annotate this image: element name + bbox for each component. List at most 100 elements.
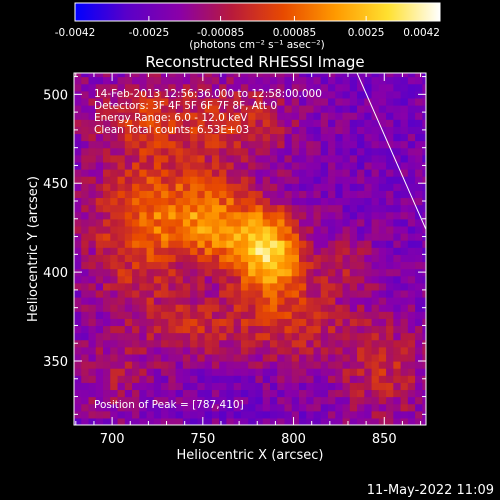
heatmap-pixel <box>204 197 213 206</box>
heatmap-pixel <box>233 382 242 391</box>
heatmap-pixel <box>386 396 394 405</box>
heatmap-pixel <box>233 361 242 369</box>
heatmap-pixel <box>95 346 104 355</box>
heatmap-pixel <box>124 297 133 305</box>
heatmap-pixel <box>415 403 423 412</box>
heatmap-pixel <box>197 247 206 255</box>
heatmap-pixel <box>117 73 126 78</box>
heatmap-pixel <box>407 211 416 220</box>
heatmap-pixel <box>219 311 228 319</box>
heatmap-pixel <box>81 247 90 255</box>
heatmap-pixel <box>132 332 140 341</box>
heatmap-pixel <box>153 97 162 106</box>
heatmap-pixel <box>182 346 191 355</box>
heatmap-pixel <box>233 126 242 135</box>
heatmap-pixel <box>182 183 191 191</box>
heatmap-pixel <box>386 261 394 270</box>
heatmap-pixel <box>306 161 315 170</box>
heatmap-pixel <box>422 396 426 405</box>
heatmap-pixel <box>182 83 191 92</box>
heatmap-pixel <box>400 410 409 419</box>
heatmap-pixel <box>248 233 257 241</box>
heatmap-pixel <box>74 346 82 355</box>
heatmap-pixel <box>204 90 213 99</box>
heatmap-pixel <box>81 275 90 284</box>
heatmap-pixel <box>117 396 126 405</box>
heatmap-pixel <box>335 353 344 362</box>
heatmap-pixel <box>306 346 315 355</box>
heatmap-pixel <box>298 76 307 85</box>
heatmap-pixel <box>415 318 423 327</box>
heatmap-pixel <box>291 140 300 149</box>
heatmap-pixel <box>175 126 184 135</box>
heatmap-pixel <box>407 396 416 405</box>
heatmap-pixel <box>103 183 111 191</box>
heatmap-pixel <box>168 240 177 248</box>
heatmap-pixel <box>277 105 286 113</box>
heatmap-pixel <box>132 211 140 220</box>
heatmap-pixel <box>233 410 242 419</box>
heatmap-pixel <box>255 325 264 334</box>
heatmap-pixel <box>240 304 249 312</box>
heatmap-pixel <box>204 297 213 305</box>
heatmap-pixel <box>204 410 213 419</box>
heatmap-pixel <box>117 190 126 199</box>
heatmap-pixel <box>357 233 365 241</box>
heatmap-pixel <box>320 154 329 163</box>
heatmap-pixel <box>204 147 213 156</box>
heatmap-pixel <box>139 247 148 255</box>
heatmap-pixel <box>364 225 373 234</box>
heatmap-pixel <box>371 311 380 319</box>
heatmap-pixel <box>226 218 235 227</box>
heatmap-pixel <box>313 361 322 369</box>
heatmap-pixel <box>88 147 97 156</box>
heatmap-pixel <box>284 140 293 149</box>
heatmap-pixel <box>124 133 133 142</box>
heatmap-pixel <box>393 97 402 106</box>
heatmap-pixel <box>298 325 307 334</box>
heatmap-pixel <box>110 169 119 177</box>
heatmap-pixel <box>415 225 423 234</box>
heatmap-pixel <box>81 289 90 298</box>
heatmap-pixel <box>175 169 184 177</box>
heatmap-pixel <box>168 105 177 113</box>
heatmap-pixel <box>81 112 90 120</box>
heatmap-pixel <box>313 240 322 248</box>
heatmap-pixel <box>349 161 358 170</box>
heatmap-pixel <box>211 346 220 355</box>
heatmap-pixel <box>407 268 416 277</box>
heatmap-pixel <box>197 353 206 362</box>
heatmap-pixel <box>291 282 300 291</box>
heatmap-pixel <box>81 297 90 305</box>
heatmap-pixel <box>168 119 177 127</box>
heatmap-pixel <box>95 254 104 263</box>
heatmap-pixel <box>132 311 140 319</box>
heatmap-pixel <box>349 73 358 78</box>
heatmap-pixel <box>306 97 315 106</box>
heatmap-pixel <box>161 225 169 234</box>
heatmap-pixel <box>226 112 235 120</box>
heatmap-pixel <box>88 396 97 405</box>
heatmap-pixel <box>328 126 336 135</box>
heatmap-pixel <box>277 361 286 369</box>
heatmap-pixel <box>204 275 213 284</box>
heatmap-pixel <box>110 211 119 220</box>
heatmap-pixel <box>371 282 380 291</box>
heatmap-pixel <box>197 261 206 270</box>
heatmap-pixel <box>74 119 82 127</box>
heatmap-pixel <box>277 318 286 327</box>
heatmap-pixel <box>204 318 213 327</box>
heatmap-pixel <box>139 197 148 206</box>
heatmap-pixel <box>233 275 242 284</box>
heatmap-pixel <box>233 147 242 156</box>
heatmap-pixel <box>371 332 380 341</box>
heatmap-pixel <box>306 126 315 135</box>
heatmap-pixel <box>320 297 329 305</box>
heatmap-pixel <box>262 76 271 85</box>
heatmap-pixel <box>219 353 228 362</box>
heatmap-pixel <box>103 346 111 355</box>
heatmap-pixel <box>262 403 271 412</box>
heatmap-pixel <box>168 211 177 220</box>
heatmap-pixel <box>240 410 249 419</box>
heatmap-pixel <box>146 261 155 270</box>
